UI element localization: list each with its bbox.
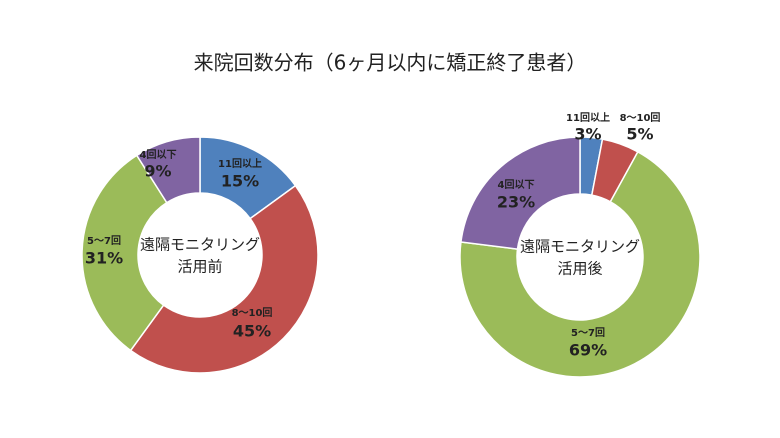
category-label: 4回以下 <box>498 179 535 191</box>
center-label: 遠隔モニタリング <box>140 236 260 254</box>
category-label: 5〜7回 <box>571 327 605 339</box>
value-label: 9% <box>144 162 171 181</box>
center-label: 遠隔モニタリング <box>520 238 640 256</box>
value-label: 3% <box>574 125 601 144</box>
category-label: 5〜7回 <box>87 235 121 247</box>
category-label: 11回以上 <box>218 157 262 170</box>
donut-slice <box>460 136 581 250</box>
value-label: 5% <box>626 125 653 144</box>
category-label: 8〜10回 <box>232 307 273 319</box>
value-label: 45% <box>233 322 271 341</box>
page-title: 来院回数分布（6ヶ月以内に矯正終了患者） <box>194 51 587 75</box>
donut-slice <box>459 150 701 378</box>
category-label: 11回以上 <box>566 111 610 124</box>
donut-slice <box>81 154 168 352</box>
center-label: 活用後 <box>557 260 602 278</box>
value-label: 15% <box>221 172 259 191</box>
category-label: 4回以下 <box>140 149 177 161</box>
value-label: 23% <box>497 193 535 212</box>
category-label: 8〜10回 <box>620 112 661 124</box>
value-label: 69% <box>569 341 607 360</box>
value-label: 31% <box>85 249 123 268</box>
center-label: 活用前 <box>177 258 222 276</box>
donut-slice <box>129 184 319 374</box>
donut-slice <box>135 136 201 204</box>
